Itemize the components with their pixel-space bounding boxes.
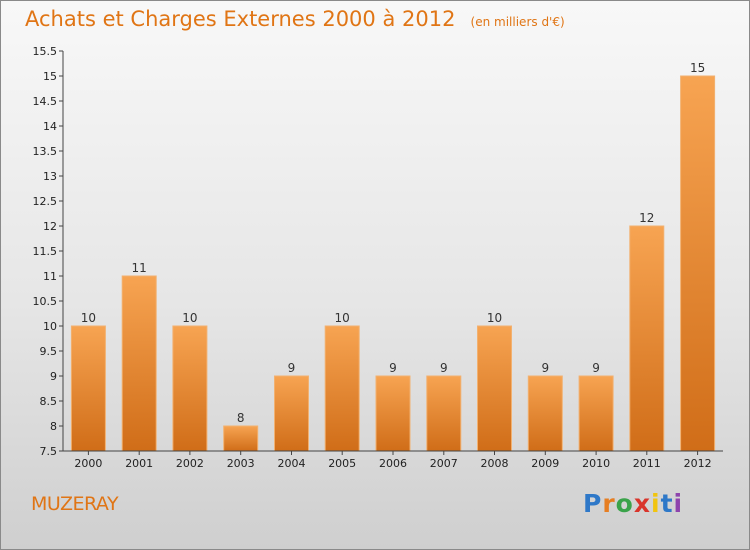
bar-2008 (477, 325, 512, 452)
x-tick-2010: 2010 (582, 457, 610, 470)
x-tick-2007: 2007 (430, 457, 458, 470)
value-label-2010: 9 (592, 361, 600, 375)
y-tick-10.5: 10.5 (33, 295, 58, 308)
bar-2004 (274, 375, 309, 452)
y-tick-9.5: 9.5 (40, 345, 58, 358)
logo-letter: i (651, 489, 661, 518)
y-tick-8.5: 8.5 (40, 395, 58, 408)
y-tick-13: 13 (43, 170, 57, 183)
logo-letter: r (602, 489, 616, 518)
y-tick-15.5: 15.5 (33, 45, 58, 58)
value-label-2001: 11 (132, 261, 147, 275)
value-label-2006: 9 (389, 361, 397, 375)
x-tick-2009: 2009 (531, 457, 559, 470)
x-tick-2011: 2011 (633, 457, 661, 470)
bar-2011 (629, 225, 665, 452)
y-tick-11.5: 11.5 (33, 245, 58, 258)
logo-letter: o (615, 489, 634, 518)
y-tick-13.5: 13.5 (33, 145, 58, 158)
value-label-2012: 15 (690, 61, 705, 75)
x-tick-2002: 2002 (176, 457, 204, 470)
chart-title: Achats et Charges Externes 2000 à 2012 (25, 7, 456, 31)
x-tick-2004: 2004 (278, 457, 306, 470)
value-label-2005: 10 (335, 311, 350, 325)
bar-2006 (375, 375, 411, 452)
value-label-2004: 9 (288, 361, 296, 375)
title-row: Achats et Charges Externes 2000 à 2012 (… (25, 7, 565, 31)
bar-2001 (121, 275, 157, 452)
value-label-2002: 10 (182, 311, 197, 325)
x-tick-2006: 2006 (379, 457, 407, 470)
bar-2012 (680, 75, 716, 452)
y-tick-10: 10 (43, 320, 57, 333)
value-label-2011: 12 (639, 211, 654, 225)
proxiti-logo: Proxiti (583, 489, 683, 518)
y-tick-14.5: 14.5 (33, 95, 58, 108)
value-label-2009: 9 (541, 361, 549, 375)
y-tick-12.5: 12.5 (33, 195, 58, 208)
logo-letter: t (660, 489, 674, 518)
value-label-2008: 10 (487, 311, 502, 325)
x-tick-2001: 2001 (125, 457, 153, 470)
logo-letter: P (583, 489, 603, 518)
logo-letter: i (673, 489, 684, 518)
bar-2007 (426, 375, 462, 452)
commune-name: MUZERAY (31, 493, 119, 515)
y-tick-12: 12 (43, 220, 57, 233)
bar-2009 (527, 375, 563, 452)
value-label-2000: 10 (81, 311, 96, 325)
y-tick-7.5: 7.5 (40, 445, 58, 458)
x-tick-2012: 2012 (684, 457, 712, 470)
value-label-2003: 8 (237, 411, 245, 425)
x-tick-2000: 2000 (74, 457, 102, 470)
bar-2005 (324, 325, 360, 452)
y-tick-9: 9 (50, 370, 57, 383)
logo-letter: x (633, 489, 651, 518)
bar-2000 (70, 325, 106, 452)
y-tick-14: 14 (43, 120, 57, 133)
y-tick-15: 15 (43, 70, 57, 83)
x-tick-2005: 2005 (328, 457, 356, 470)
bar-2002 (172, 325, 208, 452)
y-tick-8: 8 (50, 420, 57, 433)
x-tick-2003: 2003 (227, 457, 255, 470)
x-tick-2008: 2008 (481, 457, 509, 470)
bar-2003 (223, 425, 259, 452)
unit-note: (en milliers d'€) (470, 15, 565, 29)
value-label-2007: 9 (440, 361, 448, 375)
bar-2010 (578, 375, 614, 452)
y-tick-11: 11 (43, 270, 57, 283)
